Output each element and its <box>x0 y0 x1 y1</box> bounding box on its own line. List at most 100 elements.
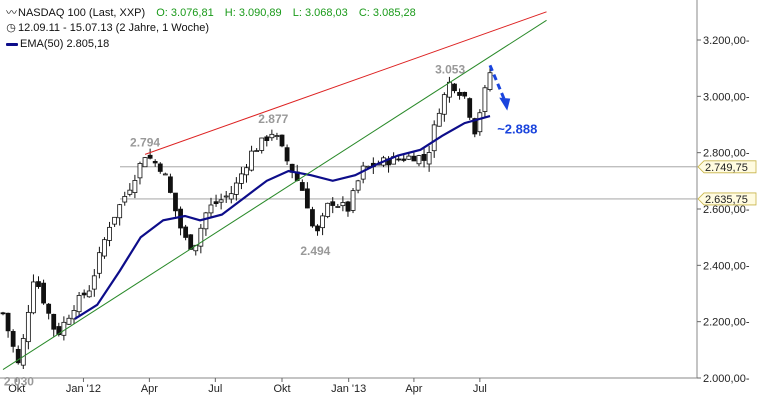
chart-icon: 〰 <box>6 7 17 19</box>
candle-body <box>441 94 447 115</box>
x-tick-label: Okt <box>8 383 25 395</box>
candle-body <box>249 150 254 171</box>
candle-body <box>345 201 351 212</box>
candle-body <box>431 124 437 152</box>
candle-body <box>178 208 183 229</box>
level-tag <box>697 160 757 174</box>
price-annotation: 2.494 <box>300 244 330 258</box>
candle-body <box>36 281 41 287</box>
candle-body <box>86 290 92 298</box>
x-tick-label: Apr <box>405 383 422 395</box>
ema-line <box>74 115 491 320</box>
candle-body <box>457 91 462 96</box>
level-label: 2.749,75 <box>705 162 748 174</box>
candle-body <box>487 72 493 90</box>
close-value: C: 3.085,28 <box>358 7 416 19</box>
header-line-3: EMA(50) 2.805,18 <box>6 38 111 50</box>
low-value: L: 3.068,03 <box>292 7 348 19</box>
candle-body <box>223 195 229 198</box>
y-tick-label: 2.800,00- <box>703 148 750 160</box>
candle-body <box>71 310 77 320</box>
candle-body <box>91 275 97 290</box>
x-tick-label: Apr <box>141 383 158 395</box>
candle-body <box>284 147 290 162</box>
candle-body <box>426 152 432 165</box>
candle-body <box>350 190 356 211</box>
candle-body <box>96 252 102 274</box>
candle-body <box>137 163 143 179</box>
candle-body <box>61 321 67 336</box>
candle-body <box>168 176 173 193</box>
price-annotation: 2.030 <box>4 375 34 389</box>
candles <box>0 66 493 369</box>
high-value: H: 3.090,89 <box>224 7 282 19</box>
candle-body <box>147 154 153 159</box>
ema-legend-label: EMA(50) 2.805,18 <box>20 38 110 50</box>
candle-body <box>117 204 123 219</box>
price-annotation: 3.053 <box>435 62 465 76</box>
candle-body <box>142 157 148 168</box>
price-annotation: 2.794 <box>130 135 160 149</box>
x-tick-label: Jan '13 <box>331 383 366 395</box>
candle-body <box>482 87 488 112</box>
level-label: 2.635,75 <box>705 194 748 206</box>
candle-body <box>198 227 204 247</box>
trendline <box>144 11 547 155</box>
x-tick-label: Jan '12 <box>66 383 101 395</box>
price-annotation: 2.877 <box>258 112 288 126</box>
candle-body <box>173 192 178 212</box>
candle-body <box>157 163 163 172</box>
candle-body <box>107 226 112 241</box>
candle-body <box>254 150 260 152</box>
candle-body <box>31 281 36 314</box>
candle-body <box>162 173 168 176</box>
candle-body <box>203 212 209 230</box>
candle-body <box>81 292 87 296</box>
period-label: 12.09.11 - 15.07.13 (2 Jahre, 1 Woche) <box>18 22 209 34</box>
candle-body <box>233 182 239 195</box>
candle-body <box>355 180 361 191</box>
candle-body <box>335 206 341 208</box>
candle-body <box>51 313 57 330</box>
ema-legend-swatch <box>6 42 18 46</box>
projection-arrowhead <box>499 97 511 111</box>
candle-body <box>66 317 72 325</box>
projection-label: ~2.888 <box>497 122 537 137</box>
candle-body <box>5 312 11 332</box>
candle-body <box>239 173 244 184</box>
candle-body <box>218 199 224 203</box>
trendline <box>2 19 547 370</box>
candle-body <box>452 83 457 92</box>
candle-body <box>406 155 412 160</box>
candle-body <box>310 209 315 227</box>
y-tick-label: 3.000,00- <box>703 91 750 103</box>
candle-body <box>132 180 138 193</box>
candle-body <box>25 311 31 343</box>
candle-body <box>102 239 107 257</box>
level-tag <box>697 192 757 206</box>
candle-body <box>279 134 285 147</box>
candle-body <box>274 135 280 138</box>
candle-body <box>315 225 320 232</box>
candle-body <box>401 158 407 161</box>
candle-body <box>396 158 402 161</box>
candle-body <box>228 193 234 200</box>
candle-body <box>421 154 427 161</box>
y-tick-label: 2.600,00- <box>703 204 750 216</box>
candle-body <box>411 155 417 162</box>
candle-body <box>15 348 21 364</box>
candle-body <box>269 133 275 139</box>
candle-body <box>467 98 473 118</box>
x-tick-label: Jul <box>473 383 487 395</box>
header-line-1: 〰NASDAQ 100 (Last, XXP) O: 3.076,81 H: 3… <box>6 4 418 20</box>
y-tick-label: 2.400,00- <box>703 260 750 272</box>
candle-body <box>340 202 346 207</box>
candle-body <box>264 136 270 142</box>
y-tick-label: 3.200,00- <box>703 35 750 47</box>
instrument-name: NASDAQ 100 (Last, XXP) <box>18 7 146 19</box>
candle-body <box>188 234 194 250</box>
candle-body <box>127 189 133 195</box>
candle-body <box>0 312 6 315</box>
y-tick-label: 2.000,00- <box>703 373 750 385</box>
candle-body <box>330 201 336 206</box>
